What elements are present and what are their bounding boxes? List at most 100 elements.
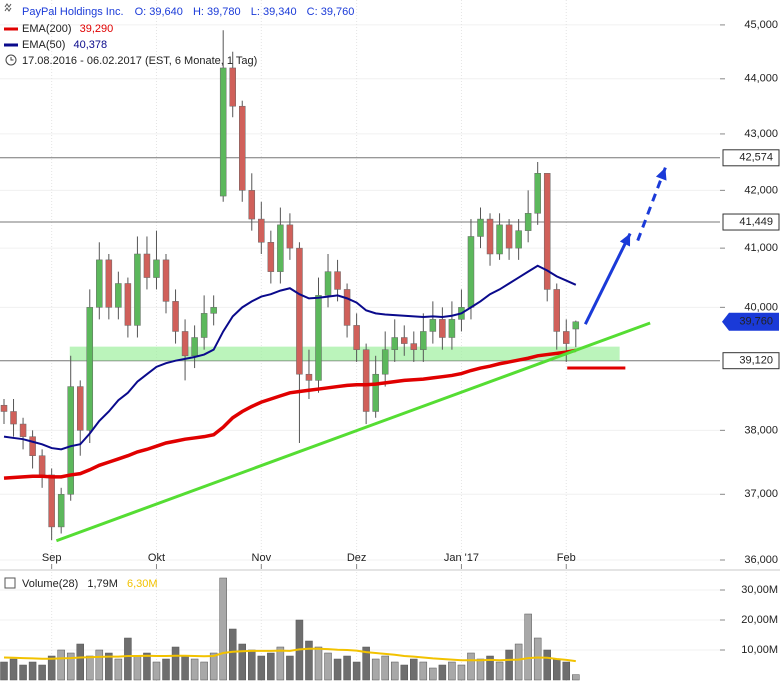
- arrow: [583, 232, 632, 325]
- ohlc-open: O: 39,640: [135, 6, 183, 18]
- candle-body: [534, 173, 541, 214]
- volume-bar: [333, 658, 342, 681]
- arrow-head: [619, 233, 631, 247]
- candle-body: [563, 331, 570, 344]
- clock-hands: [10, 57, 14, 61]
- volume-bar: [476, 658, 485, 681]
- volume-bar: [105, 652, 113, 681]
- candle-body: [324, 271, 332, 296]
- candle-body: [248, 190, 256, 220]
- volume-average-value: 6,30M: [127, 578, 158, 590]
- x-tick-label: Jan '17: [444, 552, 479, 564]
- candle-body: [10, 411, 17, 425]
- trend-line: [55, 321, 651, 543]
- candle-body: [57, 494, 65, 528]
- volume-bar: [219, 577, 227, 681]
- candle-body: [172, 301, 179, 332]
- volume-bar: [572, 674, 580, 681]
- legend-value: 39,290: [80, 23, 114, 35]
- y-tick-label: 30,00M: [741, 584, 778, 596]
- candle-body: [219, 67, 227, 197]
- x-tick-label: Sep: [42, 552, 62, 564]
- candle-body: [448, 319, 456, 338]
- arrow-head: [655, 167, 667, 181]
- candle-body: [19, 423, 27, 437]
- candle-body: [353, 325, 360, 350]
- candle-body: [315, 295, 322, 381]
- candle-body: [76, 386, 84, 431]
- volume-bar: [390, 661, 399, 681]
- volume-bar: [19, 664, 27, 681]
- y-tick-label: 44,000: [744, 73, 778, 85]
- legend-title: PayPal Holdings Inc. O: 39,640 H: 39,780…: [22, 6, 354, 18]
- candle-body: [86, 307, 94, 431]
- candle-body: [115, 283, 122, 308]
- candle-body: [429, 319, 437, 332]
- volume-bar: [267, 652, 275, 681]
- axis: 36,000 37,000 38,000 40,000 41,000 42,000 43,0…: [42, 19, 780, 656]
- drawings-under: [0, 157, 720, 362]
- volume-bar: [190, 658, 199, 681]
- volume-bar: [133, 655, 142, 681]
- y-tick-label: 38,000: [744, 424, 778, 436]
- y-tick-label: 10,00M: [741, 644, 778, 656]
- candle-body: [48, 474, 55, 528]
- candle-body: [191, 337, 198, 357]
- candle-body: [277, 224, 284, 272]
- legend: PayPal Holdings Inc. O: 39,640 H: 39,780…: [4, 3, 354, 590]
- candle-body: [486, 218, 494, 255]
- volume-bar: [86, 655, 94, 681]
- volume-bar: [209, 652, 218, 681]
- volume-bar: [467, 652, 475, 681]
- volume-bar: [276, 646, 285, 681]
- level-tag: [722, 149, 780, 167]
- volume-bar: [343, 655, 351, 681]
- volume-bar: [305, 640, 313, 681]
- volume-bar: [47, 655, 56, 681]
- ohlc-high: H: 39,780: [193, 6, 241, 18]
- level-label: 42,574: [739, 152, 773, 164]
- candle-body: [143, 253, 151, 278]
- volume-bar: [200, 661, 208, 681]
- clock-icon: [5, 54, 17, 66]
- volume-bar: [562, 661, 571, 681]
- volume-bar: [114, 658, 123, 681]
- volume-bar: [429, 667, 437, 681]
- legend-value: 40,378: [73, 39, 107, 51]
- candle-body: [229, 67, 236, 107]
- candle-body: [0, 404, 8, 412]
- volume-bar: [95, 649, 104, 681]
- candle-body: [477, 218, 484, 237]
- volume-bar: [143, 652, 151, 681]
- y-tick-label: 36,000: [744, 554, 778, 566]
- marks: [0, 30, 580, 681]
- candle-body: [210, 307, 217, 314]
- y-tick-label: 37,000: [744, 488, 778, 500]
- candle-body: [505, 224, 513, 249]
- candle-body: [38, 455, 46, 476]
- candle-body: [305, 373, 313, 381]
- volume-legend: Volume(28) 1,79M 6,30M: [22, 578, 158, 590]
- x-tick-label: Feb: [557, 552, 576, 564]
- volume-bar: [505, 649, 513, 681]
- volume-bar: [9, 658, 18, 681]
- candle-body: [200, 313, 208, 338]
- candle-body: [391, 337, 398, 350]
- candle-body: [286, 224, 294, 249]
- volume-bar: [552, 658, 561, 681]
- candle-body: [515, 230, 522, 249]
- candle-body: [296, 247, 303, 375]
- candle-body: [67, 386, 74, 495]
- candle-body: [267, 242, 275, 272]
- volume-bar: [38, 664, 46, 681]
- candle-body: [524, 213, 532, 231]
- candle-body: [181, 331, 189, 357]
- volume-bar: [286, 655, 294, 681]
- ema-line: [3, 348, 577, 480]
- candle-body: [420, 331, 427, 350]
- symbol-name: PayPal Holdings Inc.: [22, 6, 124, 18]
- volume-average: [3, 647, 576, 663]
- volume-bar: [228, 628, 237, 681]
- volume-bar: [543, 649, 551, 681]
